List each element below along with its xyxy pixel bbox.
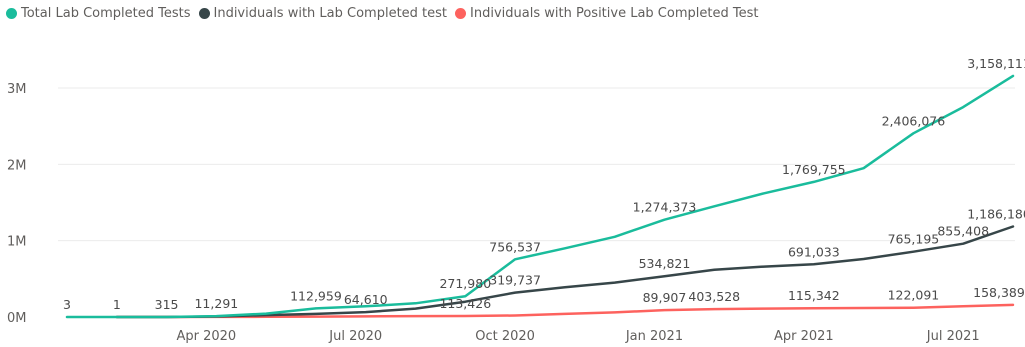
series-line[interactable] xyxy=(115,303,1015,319)
x-tick-label: Jan 2021 xyxy=(625,329,683,344)
legend-item[interactable]: Individuals with Positive Lab Completed … xyxy=(455,6,758,21)
x-tick-label: Oct 2020 xyxy=(475,329,535,344)
grid-lines xyxy=(58,87,1015,242)
series-line[interactable] xyxy=(115,225,1015,319)
data-label: 691,033 xyxy=(788,244,840,259)
data-label: 158,389 xyxy=(973,285,1025,300)
series-lines xyxy=(65,74,1015,319)
y-axis: 0M 1M 2M 3M xyxy=(7,82,27,326)
legend-item[interactable]: Individuals with Lab Completed test xyxy=(198,5,448,21)
y-tick-label: 2M xyxy=(7,158,27,173)
legend-label: Total Lab Completed Tests xyxy=(21,5,191,21)
data-label: 3 xyxy=(63,297,71,312)
data-label: 64,610 xyxy=(344,292,388,307)
data-label: 756,537 xyxy=(489,239,541,254)
data-label: 765,195 xyxy=(888,232,940,247)
legend-item[interactable]: Total Lab Completed Tests xyxy=(6,6,191,21)
data-label: 271,980 xyxy=(439,276,491,291)
data-label: 3,158,111 xyxy=(967,56,1025,71)
y-tick-label: 3M xyxy=(7,82,27,97)
legend-label: Individuals with Positive Lab Completed … xyxy=(470,5,759,21)
data-label: 315 xyxy=(155,297,179,312)
data-label: 2,406,076 xyxy=(882,113,946,128)
data-label: 113,426 xyxy=(439,296,491,311)
data-label: 112,959 xyxy=(290,288,342,303)
series-line[interactable] xyxy=(65,74,1015,319)
data-label: 1,186,180 xyxy=(967,206,1025,221)
chart-legend: Total Lab Completed Tests Individuals wit… xyxy=(6,4,766,22)
x-axis: Apr 2020 Jul 2020 Oct 2020 Jan 2021 Apr 2021… xyxy=(177,329,980,344)
data-label: 11,291 xyxy=(194,296,238,311)
x-tick-label: Apr 2020 xyxy=(177,329,237,344)
data-label: 534,821 xyxy=(639,256,691,271)
x-tick-label: Jul 2020 xyxy=(328,329,382,344)
data-labels: 3 1 315 11,291 112,959 64,610 271,980 756,537 31… xyxy=(63,56,1025,312)
data-label: 1,274,373 xyxy=(633,200,697,215)
data-label: 115,342 xyxy=(788,288,840,303)
data-label: 122,091 xyxy=(888,288,940,303)
data-label: 1 xyxy=(113,297,121,312)
data-label: 1,769,755 xyxy=(782,162,846,177)
legend-marker-icon xyxy=(455,7,467,19)
legend-label: Individuals with Lab Completed test xyxy=(213,5,448,21)
y-tick-label: 0M xyxy=(7,311,27,326)
data-label: 89,907 xyxy=(643,290,687,305)
legend-marker-icon xyxy=(6,7,17,19)
data-label: 403,528 xyxy=(688,289,740,304)
y-tick-label: 1M xyxy=(7,235,27,250)
legend-marker-icon xyxy=(198,7,210,19)
x-tick-label: Apr 2021 xyxy=(774,329,834,344)
x-tick-label: Jul 2021 xyxy=(926,329,980,344)
data-label: 319,737 xyxy=(489,273,541,288)
data-label: 855,408 xyxy=(937,224,989,239)
